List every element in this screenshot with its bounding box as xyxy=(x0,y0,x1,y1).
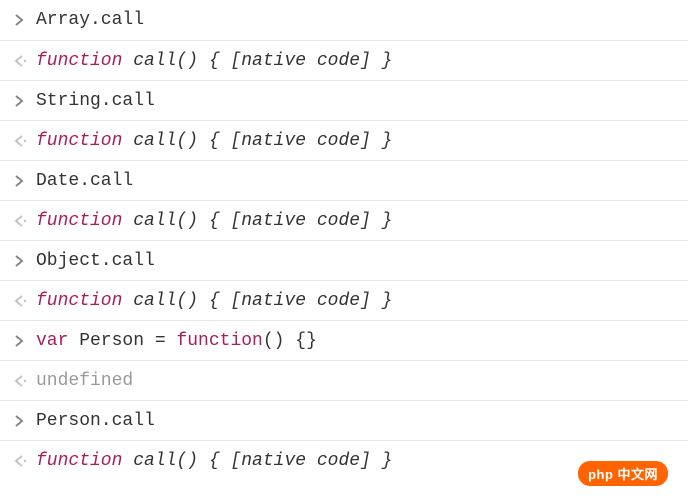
console-input-row: Array.call xyxy=(0,0,688,40)
code-token: call() { [native code] } xyxy=(122,211,392,231)
code-token: Date.call xyxy=(36,171,133,191)
console-line-content: function call() { [native code] } xyxy=(36,131,680,151)
chevron-left-icon xyxy=(8,295,36,307)
code-token: function xyxy=(36,51,122,71)
code-token: var xyxy=(36,331,68,351)
code-token: Person = xyxy=(68,331,176,351)
chevron-right-icon xyxy=(8,14,36,26)
code-token: call() { [native code] } xyxy=(122,291,392,311)
console-line-content: var Person = function() {} xyxy=(36,331,680,351)
chevron-left-icon xyxy=(8,375,36,387)
console-input-row: var Person = function() {} xyxy=(0,320,688,360)
console-input-row: String.call xyxy=(0,80,688,120)
console-output-row: function call() { [native code] } xyxy=(0,280,688,320)
chevron-left-icon xyxy=(8,135,36,147)
console-input-row: Person.call xyxy=(0,400,688,440)
code-token: String.call xyxy=(36,91,155,111)
console-output-row: function call() { [native code] } xyxy=(0,40,688,80)
console-line-content: function call() { [native code] } xyxy=(36,291,680,311)
chevron-right-icon xyxy=(8,95,36,107)
chevron-right-icon xyxy=(8,335,36,347)
code-token: Person.call xyxy=(36,411,155,431)
console-output-row: undefined xyxy=(0,360,688,400)
console-line-content: Date.call xyxy=(36,171,680,191)
watermark-badge: php 中文网 xyxy=(578,461,668,486)
console-line-content: undefined xyxy=(36,371,680,391)
console-line-content: function call() { [native code] } xyxy=(36,211,680,231)
console-panel: Array.call function call() { [native code… xyxy=(0,0,688,480)
chevron-right-icon xyxy=(8,175,36,187)
code-token: function xyxy=(36,131,122,151)
chevron-left-icon xyxy=(8,215,36,227)
chevron-right-icon xyxy=(8,255,36,267)
code-token: call() { [native code] } xyxy=(122,451,392,471)
console-output-row: function call() { [native code] } xyxy=(0,120,688,160)
console-input-row: Date.call xyxy=(0,160,688,200)
code-token: call() { [native code] } xyxy=(122,131,392,151)
chevron-right-icon xyxy=(8,415,36,427)
console-line-content: Object.call xyxy=(36,251,680,271)
console-output-row: function call() { [native code] } xyxy=(0,200,688,240)
chevron-left-icon xyxy=(8,55,36,67)
console-input-row: Object.call xyxy=(0,240,688,280)
console-line-content: Array.call xyxy=(36,10,680,30)
code-token: function xyxy=(36,211,122,231)
code-token: Object.call xyxy=(36,251,155,271)
console-line-content: Person.call xyxy=(36,411,680,431)
code-token: call() { [native code] } xyxy=(122,51,392,71)
code-token: function xyxy=(36,451,122,471)
code-token: function xyxy=(36,291,122,311)
chevron-left-icon xyxy=(8,455,36,467)
console-line-content: String.call xyxy=(36,91,680,111)
code-token: undefined xyxy=(36,371,133,391)
code-token: () {} xyxy=(263,331,317,351)
code-token: function xyxy=(176,331,262,351)
code-token: Array.call xyxy=(36,10,144,30)
console-line-content: function call() { [native code] } xyxy=(36,51,680,71)
